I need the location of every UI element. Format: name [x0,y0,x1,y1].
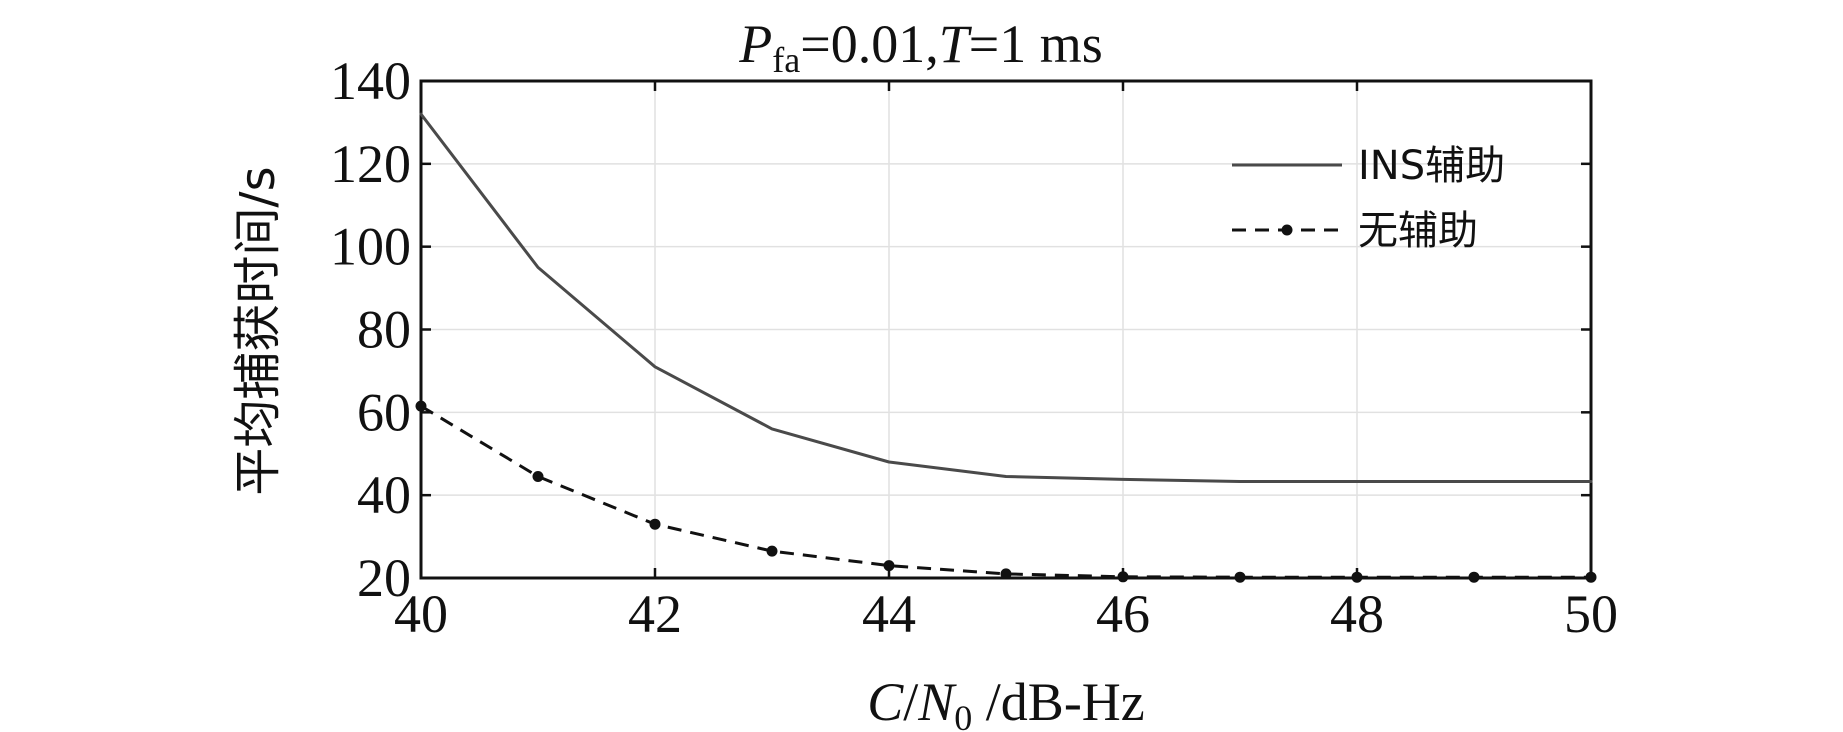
y-axis-label: 平均捕获时间/s [230,166,286,495]
series-1-point-8 [1351,571,1363,583]
title-t-symbol: T [939,14,973,74]
series-layer [415,112,1597,583]
title-equals-two: =1 ms [969,14,1103,74]
title-p-subscript: fa [772,40,800,80]
y-tick-label-2: 60 [357,382,411,442]
x-label-n-symbol: N [917,672,957,732]
y-tick-label-4: 100 [330,217,411,277]
series-1-point-4 [883,560,895,572]
y-tick-label-5: 120 [330,134,411,194]
series-1-point-10 [1585,571,1597,583]
x-label-n-subscript: 0 [954,698,972,732]
series-1-point-7 [1234,571,1246,583]
series-1-point-5 [1000,568,1012,580]
x-tick-label-5: 50 [1564,584,1618,644]
series-1-point-1 [532,471,544,482]
series-line-1 [420,404,1591,579]
x-label-c-symbol: C [867,672,904,732]
series-1-point-9 [1468,571,1480,583]
grid [421,81,1591,578]
x-tick-label-1: 42 [628,584,682,644]
x-tick-label-0: 40 [394,584,448,644]
x-tick-label-4: 48 [1330,584,1384,644]
title-equals-one: =0.01, [800,14,938,74]
x-label-unit: /dB-Hz [972,672,1144,732]
y-tick-label-3: 80 [357,300,411,360]
series-1-point-3 [766,545,778,557]
x-tick-label-3: 46 [1096,584,1150,644]
y-tick-label-0: 20 [357,548,411,608]
x-tick-label-2: 44 [862,584,916,644]
y-tick-label-6: 140 [330,51,411,111]
legend-label-ins: INS辅助 [1358,143,1505,189]
y-tick-label-1: 40 [357,465,411,525]
legend-label-no-aid: 无辅助 [1358,208,1478,254]
series-1-point-6 [1117,571,1129,583]
title-p-symbol: P [738,14,772,74]
legend: INS辅助 无辅助 [1232,143,1505,254]
series-1-point-2 [649,518,661,530]
series-1-point-0 [415,400,427,412]
chart-title: Pfa=0.01,T=1 ms [738,14,1102,80]
x-axis-label: C/N0 /dB-Hz [867,672,1145,732]
legend-marker-no-aid [1281,224,1293,236]
series-line-0 [419,112,1593,483]
x-label-slash: / [903,672,918,732]
